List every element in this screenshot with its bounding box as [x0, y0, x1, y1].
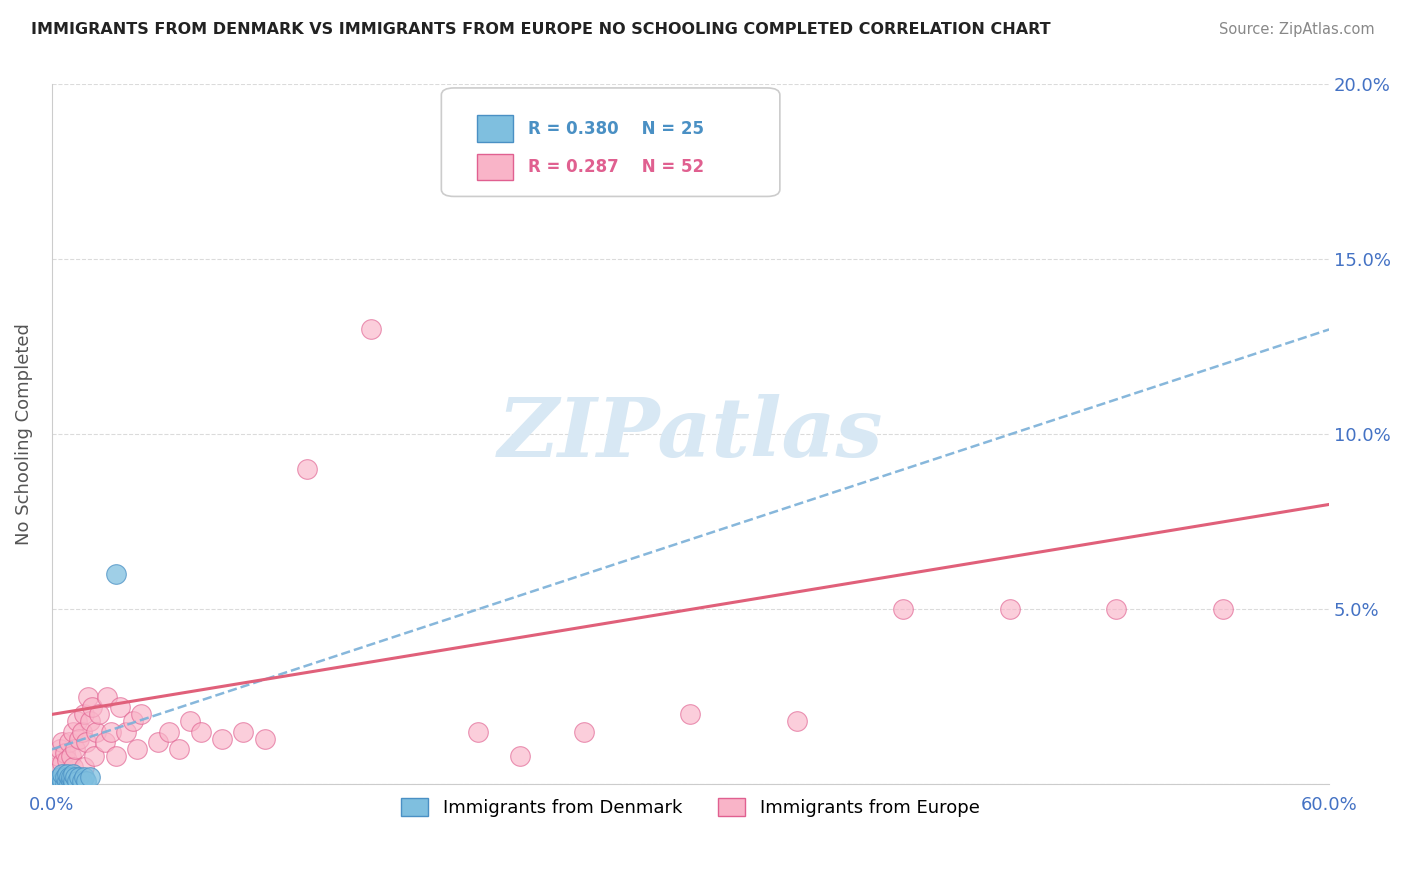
- Point: [87, 707, 110, 722]
- Point: [148, 735, 170, 749]
- Point: [53, 746, 76, 760]
- Point: [77, 690, 100, 704]
- Point: [63, 742, 86, 756]
- Point: [73, 707, 96, 722]
- Point: [169, 742, 191, 756]
- Point: [62, 725, 84, 739]
- Text: R = 0.380    N = 25: R = 0.380 N = 25: [529, 120, 704, 137]
- Point: [51, 767, 73, 781]
- Point: [62, 760, 84, 774]
- Point: [79, 714, 101, 729]
- Point: [63, 771, 86, 785]
- Point: [108, 700, 131, 714]
- Y-axis label: No Schooling Completed: No Schooling Completed: [15, 324, 32, 545]
- Legend: Immigrants from Denmark, Immigrants from Europe: Immigrants from Denmark, Immigrants from…: [394, 790, 987, 824]
- Point: [179, 714, 201, 729]
- Point: [58, 771, 80, 785]
- Point: [55, 767, 77, 781]
- Point: [96, 690, 118, 704]
- Point: [46, 773, 69, 788]
- Point: [297, 462, 319, 476]
- Point: [115, 725, 138, 739]
- Point: [79, 771, 101, 785]
- Point: [125, 742, 148, 756]
- Point: [45, 760, 67, 774]
- Text: Source: ZipAtlas.com: Source: ZipAtlas.com: [1219, 22, 1375, 37]
- Point: [157, 725, 180, 739]
- Point: [49, 771, 72, 785]
- Point: [104, 749, 127, 764]
- Point: [232, 725, 254, 739]
- Point: [58, 777, 80, 791]
- Point: [55, 753, 77, 767]
- Point: [211, 731, 233, 746]
- Point: [104, 567, 127, 582]
- Point: [253, 731, 276, 746]
- Point: [51, 773, 73, 788]
- Point: [49, 777, 72, 791]
- Point: [82, 700, 104, 714]
- Point: [190, 725, 212, 739]
- Point: [75, 735, 97, 749]
- Point: [73, 771, 96, 785]
- Point: [100, 725, 122, 739]
- Point: [86, 725, 108, 739]
- Point: [73, 760, 96, 774]
- Point: [45, 777, 67, 791]
- Point: [1105, 602, 1128, 616]
- FancyBboxPatch shape: [477, 153, 513, 180]
- Point: [67, 771, 90, 785]
- Point: [572, 725, 595, 739]
- Point: [70, 725, 93, 739]
- Point: [94, 735, 117, 749]
- Point: [62, 777, 84, 791]
- FancyBboxPatch shape: [441, 88, 780, 196]
- Text: R = 0.287    N = 52: R = 0.287 N = 52: [529, 158, 704, 176]
- Point: [59, 771, 82, 785]
- FancyBboxPatch shape: [477, 115, 513, 142]
- Point: [467, 725, 489, 739]
- Point: [83, 749, 105, 764]
- Point: [49, 742, 72, 756]
- Point: [59, 773, 82, 788]
- Text: IMMIGRANTS FROM DENMARK VS IMMIGRANTS FROM EUROPE NO SCHOOLING COMPLETED CORRELA: IMMIGRANTS FROM DENMARK VS IMMIGRANTS FR…: [31, 22, 1050, 37]
- Point: [67, 731, 90, 746]
- Point: [786, 714, 808, 729]
- Text: ZIPatlas: ZIPatlas: [498, 394, 883, 475]
- Point: [360, 322, 382, 336]
- Point: [62, 767, 84, 781]
- Point: [53, 771, 76, 785]
- Point: [679, 707, 702, 722]
- Point: [51, 756, 73, 771]
- Point: [53, 777, 76, 791]
- Point: [46, 749, 69, 764]
- Point: [121, 714, 143, 729]
- Point: [58, 735, 80, 749]
- Point: [70, 773, 93, 788]
- Point: [1212, 602, 1234, 616]
- Point: [66, 714, 89, 729]
- Point: [129, 707, 152, 722]
- Point: [891, 602, 914, 616]
- Point: [55, 773, 77, 788]
- Point: [509, 749, 531, 764]
- Point: [62, 773, 84, 788]
- Point: [59, 749, 82, 764]
- Point: [66, 773, 89, 788]
- Point: [75, 773, 97, 788]
- Point: [998, 602, 1021, 616]
- Point: [51, 735, 73, 749]
